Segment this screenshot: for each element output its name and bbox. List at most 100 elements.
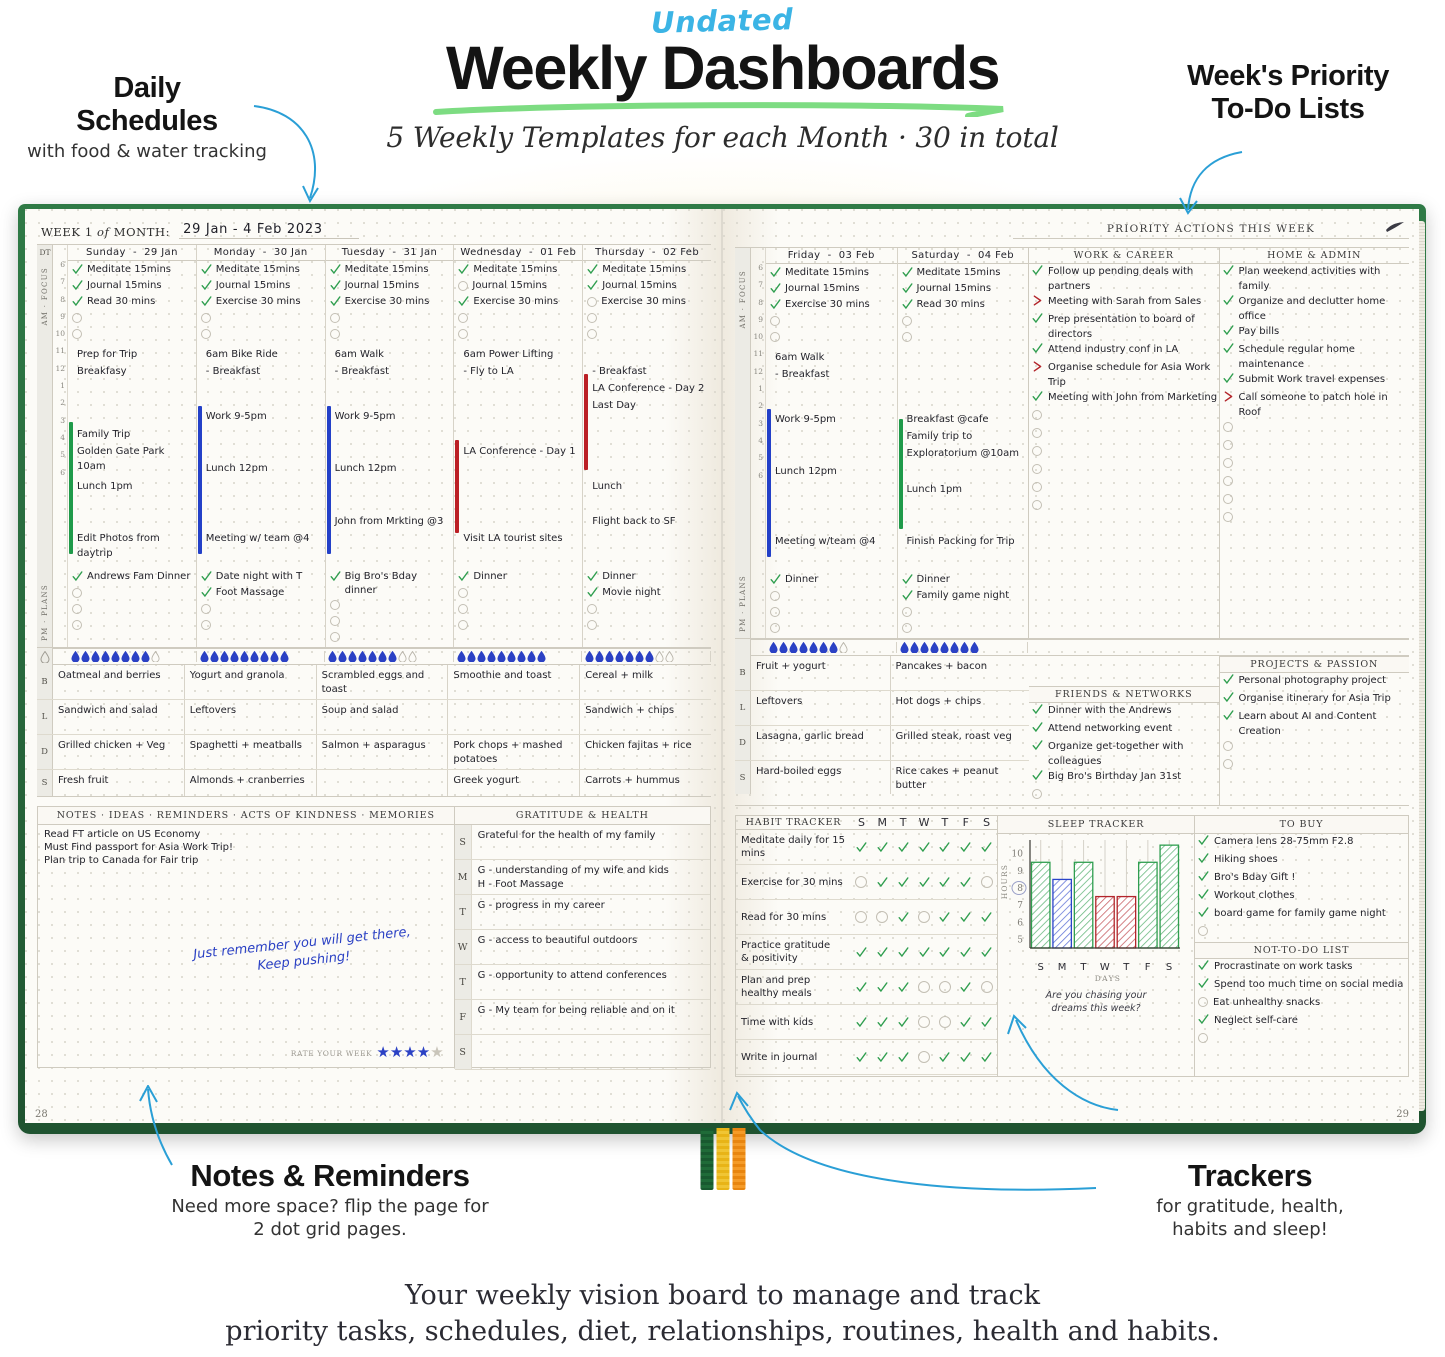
habit-mark[interactable] — [914, 841, 935, 853]
star-icon[interactable]: ★ — [389, 1044, 404, 1062]
check-icon[interactable] — [898, 842, 909, 853]
priority-section-item[interactable]: Personal photography project — [1220, 673, 1410, 691]
habit-mark[interactable] — [893, 911, 914, 923]
habit-mark[interactable] — [976, 946, 997, 958]
pm-task[interactable]: Andrews Fam Dinner — [72, 570, 193, 586]
focus-task[interactable]: Meditate 15mins — [902, 266, 1026, 282]
habit-mark[interactable] — [914, 1016, 935, 1028]
focus-task[interactable]: Meditate 15mins — [72, 263, 193, 279]
meal-cell[interactable]: Grilled chicken + Veg — [53, 735, 185, 770]
water-drop-icon[interactable] — [537, 651, 546, 663]
pm-task[interactable] — [587, 618, 708, 634]
schedule-event[interactable]: John from Mrkting @3 — [334, 516, 444, 527]
check-icon[interactable] — [939, 842, 950, 853]
meal-cell[interactable]: Sandwich and salad — [53, 700, 185, 735]
checkbox-empty-icon[interactable] — [72, 588, 82, 598]
pm-task[interactable] — [329, 614, 451, 630]
focus-task[interactable]: Exercise 30 mins — [458, 295, 579, 311]
schedule-event[interactable]: Finish Packing for Trip — [906, 536, 1015, 547]
check-icon[interactable] — [1223, 710, 1234, 721]
checkbox-empty-icon[interactable] — [1032, 789, 1042, 799]
water-tracker[interactable] — [68, 651, 196, 663]
habit-mark[interactable] — [914, 876, 935, 888]
schedule-event[interactable]: Work 9-5pm — [205, 411, 267, 422]
focus-task[interactable]: Read 30 mins — [902, 298, 1026, 314]
priority-item[interactable] — [1220, 420, 1410, 438]
water-drop-icon[interactable] — [151, 651, 160, 663]
priority-item[interactable] — [1029, 444, 1219, 462]
meal-cell[interactable]: Smoothie and toast — [448, 665, 581, 700]
water-drop-icon[interactable] — [487, 651, 496, 663]
meal-cell[interactable] — [317, 770, 449, 797]
habit-mark[interactable] — [955, 981, 976, 993]
focus-task[interactable]: Journal 15mins — [72, 279, 193, 295]
focus-task[interactable]: Journal 15mins — [458, 279, 579, 295]
water-drop-icon[interactable] — [930, 642, 939, 653]
gratitude-text[interactable]: G - progress in my career — [477, 900, 605, 912]
focus-task[interactable] — [587, 311, 708, 327]
checkbox-empty-icon[interactable] — [200, 604, 211, 614]
priority-section-item[interactable]: Big Bro's Birthday Jan 31st — [1029, 769, 1219, 787]
focus-task[interactable] — [200, 327, 322, 343]
check-icon[interactable] — [960, 1052, 971, 1063]
day-plan-area[interactable]: 6am Bike Ride - Breakfast Work 9-5pm Lunch … — [197, 344, 325, 568]
check-icon[interactable] — [587, 571, 598, 582]
checkbox-empty-icon[interactable] — [901, 623, 912, 633]
habit-mark[interactable] — [934, 876, 955, 888]
schedule-event[interactable]: Lunch 12pm — [334, 463, 397, 474]
check-icon[interactable] — [856, 1052, 867, 1063]
check-icon[interactable] — [201, 280, 212, 291]
habit-mark[interactable] — [893, 876, 914, 888]
chevron-right-icon[interactable] — [1032, 295, 1043, 306]
water-drop-icon[interactable] — [839, 642, 848, 653]
check-icon[interactable] — [1223, 674, 1234, 685]
checkbox-empty-icon[interactable] — [1198, 1033, 1208, 1043]
focus-task[interactable]: Read 30 mins — [72, 295, 193, 311]
checkbox-empty-icon[interactable] — [770, 623, 780, 633]
schedule-event[interactable]: Visit LA tourist sites — [463, 533, 563, 544]
schedule-event[interactable]: Flight back to SF — [592, 516, 676, 527]
habit-mark[interactable] — [955, 1051, 976, 1063]
checkbox-empty-icon[interactable] — [901, 332, 912, 342]
schedule-event[interactable]: Work 9-5pm — [775, 414, 836, 425]
meal-cell[interactable]: Greek yogurt — [448, 770, 581, 797]
water-drop-icon[interactable] — [91, 651, 100, 663]
habit-mark[interactable] — [955, 946, 976, 958]
pm-task[interactable] — [901, 621, 1026, 637]
check-icon[interactable] — [939, 912, 950, 923]
water-drop-icon[interactable] — [645, 651, 654, 663]
schedule-event[interactable]: Edit Photos from daytrip — [77, 533, 160, 559]
focus-task[interactable] — [458, 327, 579, 343]
check-icon[interactable] — [919, 877, 930, 888]
pm-task[interactable] — [72, 618, 193, 634]
checkbox-empty-icon[interactable] — [72, 620, 82, 630]
schedule-event[interactable]: 6am Walk — [775, 352, 825, 363]
water-drop-icon[interactable] — [940, 642, 949, 653]
water-drop-icon[interactable] — [131, 651, 140, 663]
week-range-input[interactable]: 29 Jan - 4 Feb 2023 — [179, 222, 359, 239]
priority-item[interactable]: Meeting with John from Marketing — [1029, 390, 1219, 408]
check-icon[interactable] — [1198, 889, 1209, 900]
habit-mark[interactable] — [872, 1016, 893, 1028]
meal-cell[interactable]: Sandwich + chips — [585, 705, 675, 717]
check-icon[interactable] — [877, 982, 888, 993]
schedule-event[interactable]: 6am Power Lifting — [463, 349, 554, 360]
check-icon[interactable] — [877, 1017, 888, 1028]
schedule-event[interactable]: - Fly to LA — [463, 366, 514, 377]
schedule-event[interactable]: Lunch 1pm — [77, 481, 133, 492]
habit-mark[interactable] — [851, 876, 872, 888]
check-icon[interactable] — [939, 1052, 950, 1063]
focus-task[interactable] — [72, 311, 193, 327]
water-drop-icon[interactable] — [789, 642, 798, 653]
focus-task[interactable]: Exercise 30 mins — [770, 298, 894, 314]
check-icon[interactable] — [201, 571, 212, 582]
star-icon[interactable]: ★ — [416, 1044, 431, 1062]
checkbox-empty-icon[interactable] — [1198, 997, 1208, 1007]
priority-section-item[interactable]: Dinner with the Andrews — [1029, 703, 1219, 721]
schedule-event[interactable]: Meeting w/ team @4 — [205, 533, 310, 544]
check-icon[interactable] — [1223, 295, 1234, 306]
check-icon[interactable] — [898, 982, 909, 993]
meal-cell[interactable]: Lasagna, garlic bread — [751, 726, 891, 760]
habit-mark[interactable] — [976, 1016, 997, 1028]
water-drop-icon[interactable] — [368, 651, 377, 663]
